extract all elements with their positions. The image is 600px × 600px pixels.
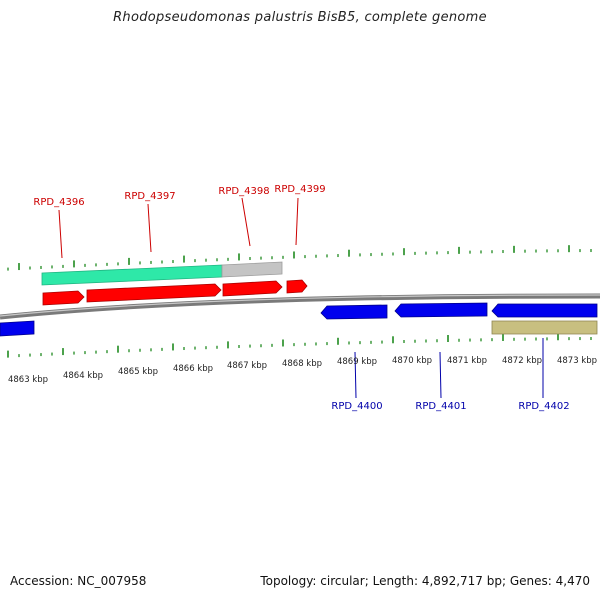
kbp-label: 4871 kbp xyxy=(447,356,487,366)
topology-label: Topology: xyxy=(260,574,317,588)
kbp-label: 4873 kbp xyxy=(557,356,597,366)
cds-arrow-reverse xyxy=(394,302,488,318)
cds-arrow-reverse xyxy=(0,320,35,337)
forward-cds-track xyxy=(42,279,308,306)
feature-bar-green xyxy=(41,264,223,286)
accession-label: Accession: xyxy=(10,574,74,588)
topology-value: circular xyxy=(320,574,365,588)
kbp-label: 4870 kbp xyxy=(392,356,432,366)
kbp-label: 4863 kbp xyxy=(8,375,48,385)
kbp-label: 4868 kbp xyxy=(282,359,322,369)
gene-label-reverse: RPD_4401 xyxy=(415,401,466,412)
leader-line-forward xyxy=(58,209,63,259)
accession-info: Accession: NC_007958 xyxy=(10,574,146,588)
gene-label-forward: RPD_4396 xyxy=(33,197,84,208)
kbp-label: 4869 kbp xyxy=(337,357,377,367)
cds-arrow-forward xyxy=(286,279,308,294)
feature-bar-khaki xyxy=(491,320,598,335)
gene-label-forward: RPD_4398 xyxy=(218,186,269,197)
cds-arrow-forward xyxy=(222,280,283,297)
genome-backbone xyxy=(0,293,600,320)
genome-title: Rhodopseudomonas palustris BisB5, comple… xyxy=(113,10,487,25)
feature-bar-gray xyxy=(221,261,283,278)
kbp-scale-labels: 4863 kbp 4864 kbp 4865 kbp 4866 kbp 4867… xyxy=(8,356,597,385)
genome-stats: Topology: circular; Length: 4,892,717 bp… xyxy=(260,574,590,588)
kbp-label: 4864 kbp xyxy=(63,371,103,381)
length-label: Length: xyxy=(372,574,419,588)
cds-arrow-reverse xyxy=(491,303,598,318)
genes-value: 4,470 xyxy=(555,574,590,588)
accession-value: NC_007958 xyxy=(77,574,147,588)
genes-label: Genes: xyxy=(509,574,552,588)
leader-line-forward xyxy=(147,203,152,253)
gene-leader-lines xyxy=(58,197,544,399)
kbp-label: 4865 kbp xyxy=(118,367,158,377)
reverse-cds-track xyxy=(0,302,598,337)
gene-label-forward: RPD_4397 xyxy=(124,191,175,202)
gene-label-reverse: RPD_4402 xyxy=(518,401,569,412)
cds-arrow-reverse xyxy=(320,304,388,320)
genome-backbone-highlight xyxy=(0,294,600,317)
cds-arrow-forward xyxy=(86,283,222,303)
leader-line-reverse xyxy=(354,351,357,399)
gene-labels: RPD_4396 RPD_4397 RPD_4398 RPD_4399 RPD_… xyxy=(33,184,569,412)
inner-tick-ring xyxy=(7,333,592,358)
gene-label-reverse: RPD_4400 xyxy=(331,401,382,412)
gene-label-forward: RPD_4399 xyxy=(274,184,325,195)
cds-arrow-forward xyxy=(42,290,85,306)
leader-line-forward xyxy=(295,197,299,246)
outer-tick-ring xyxy=(7,245,592,271)
kbp-label: 4866 kbp xyxy=(173,364,213,374)
length-value: 4,892,717 bp xyxy=(421,574,502,588)
leader-line-reverse xyxy=(439,351,442,399)
kbp-label: 4867 kbp xyxy=(227,361,267,371)
kbp-label: 4872 kbp xyxy=(502,356,542,366)
feature-bars xyxy=(41,261,598,335)
leader-line-forward xyxy=(241,197,251,247)
